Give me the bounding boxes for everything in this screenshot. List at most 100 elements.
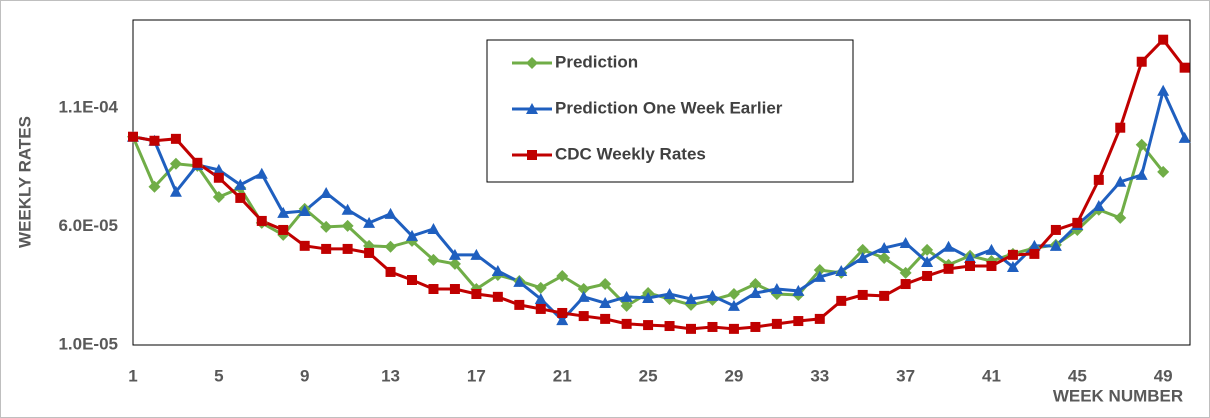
x-tick-label: 29	[724, 366, 743, 385]
marker	[1007, 249, 1018, 260]
marker	[620, 290, 633, 302]
x-tick-label: 49	[1154, 366, 1173, 385]
marker	[1135, 168, 1148, 180]
marker	[599, 278, 612, 291]
marker	[384, 207, 397, 219]
marker	[428, 284, 439, 295]
marker	[599, 297, 612, 309]
marker	[471, 288, 482, 299]
marker	[600, 313, 611, 324]
marker	[491, 264, 504, 276]
marker	[341, 219, 354, 232]
marker	[492, 291, 503, 302]
marker	[1157, 84, 1170, 96]
marker	[277, 206, 290, 218]
marker	[514, 299, 525, 310]
marker	[1049, 239, 1062, 251]
marker	[1135, 138, 1148, 151]
marker	[686, 323, 697, 334]
marker	[170, 133, 181, 144]
marker	[1158, 34, 1169, 45]
marker	[449, 284, 460, 295]
x-tick-label: 9	[300, 366, 309, 385]
y-tick-label: 6.0E-05	[58, 216, 118, 235]
legend-label: CDC Weekly Rates	[555, 144, 706, 163]
y-tick-label: 1.0E-05	[58, 334, 118, 353]
marker	[750, 321, 761, 332]
marker	[169, 185, 182, 197]
marker	[727, 287, 740, 300]
marker	[169, 157, 182, 170]
marker	[577, 290, 590, 302]
marker	[1006, 260, 1019, 272]
marker	[727, 299, 740, 311]
marker	[900, 279, 911, 290]
x-tick-label: 1	[128, 366, 137, 385]
marker	[706, 289, 719, 301]
marker	[1178, 131, 1191, 143]
marker	[1072, 217, 1083, 228]
marker	[922, 270, 933, 281]
marker	[342, 243, 353, 254]
marker	[879, 290, 890, 301]
x-tick-label: 41	[982, 366, 1001, 385]
marker	[899, 266, 912, 279]
marker	[857, 289, 868, 300]
x-tick-label: 5	[214, 366, 223, 385]
marker	[128, 131, 138, 142]
marker	[921, 255, 934, 267]
marker	[556, 314, 569, 326]
marker	[212, 190, 225, 203]
marker	[534, 292, 547, 304]
marker	[986, 261, 997, 272]
marker	[664, 321, 675, 332]
marker	[1050, 224, 1061, 235]
marker	[557, 307, 568, 318]
marker	[921, 243, 934, 256]
marker	[534, 281, 547, 294]
legend-marker	[526, 103, 538, 114]
marker	[943, 263, 954, 274]
marker	[814, 313, 825, 324]
marker	[149, 135, 160, 146]
marker	[964, 251, 977, 263]
marker	[148, 180, 161, 193]
marker	[749, 287, 762, 299]
marker	[1179, 62, 1190, 73]
marker	[878, 241, 891, 253]
legend-label: Prediction One Week Earlier	[555, 98, 783, 117]
marker	[835, 264, 848, 276]
marker	[643, 320, 654, 331]
marker	[965, 261, 976, 272]
marker	[770, 283, 783, 295]
marker	[192, 157, 203, 168]
marker	[470, 248, 483, 260]
marker	[448, 248, 461, 260]
marker	[685, 292, 698, 304]
marker	[856, 243, 869, 256]
marker	[321, 243, 332, 254]
marker	[642, 292, 655, 304]
marker	[1136, 56, 1147, 67]
marker	[578, 311, 589, 322]
marker	[836, 295, 847, 306]
marker	[621, 318, 632, 329]
marker	[899, 236, 912, 248]
marker	[384, 240, 397, 253]
marker	[364, 247, 375, 258]
marker	[298, 204, 311, 216]
marker	[278, 224, 289, 235]
x-tick-label: 37	[896, 366, 915, 385]
marker	[341, 203, 354, 215]
plot-area	[132, 19, 1191, 346]
marker	[427, 222, 440, 234]
marker	[707, 321, 718, 332]
marker	[234, 178, 247, 190]
marker	[813, 264, 826, 277]
marker	[513, 275, 526, 287]
marker	[793, 316, 804, 327]
marker	[535, 303, 546, 314]
marker	[1115, 122, 1126, 133]
y-tick-label: 1.1E-04	[58, 97, 118, 116]
